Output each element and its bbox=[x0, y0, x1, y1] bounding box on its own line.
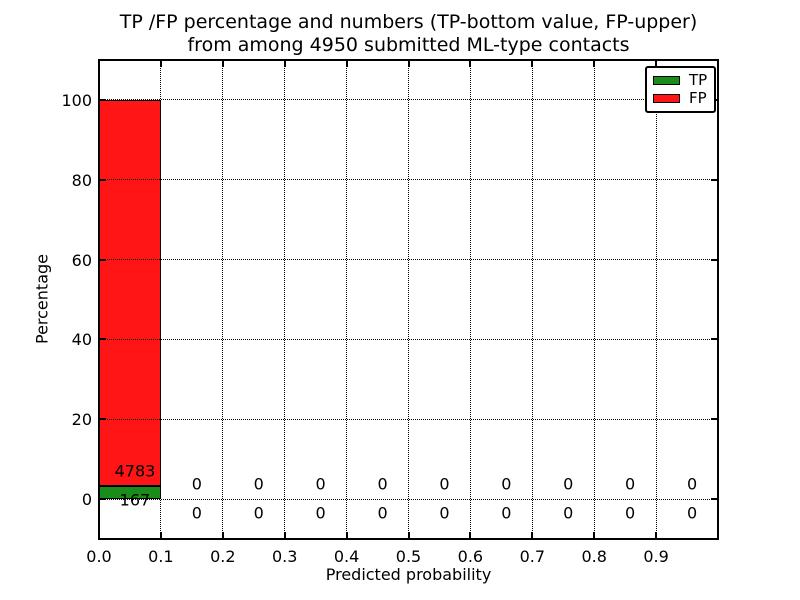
gridline-vertical bbox=[408, 60, 409, 539]
y-tick-left bbox=[100, 258, 106, 261]
tp-count-label: 0 bbox=[686, 503, 698, 523]
fp-count-label: 0 bbox=[563, 474, 574, 494]
fp-count-label: 0 bbox=[253, 474, 264, 494]
tp-legend-swatch bbox=[653, 76, 680, 85]
x-tick-bottom bbox=[345, 532, 348, 538]
fp-bar bbox=[99, 99, 161, 486]
x-tick-label: 0.2 bbox=[210, 547, 236, 566]
gridline-vertical bbox=[346, 60, 348, 539]
y-tick-left bbox=[100, 338, 106, 341]
tp-count-label: 0 bbox=[315, 503, 326, 523]
fp-count-label: 0 bbox=[501, 474, 512, 494]
x-tick-bottom bbox=[283, 532, 286, 538]
x-tick-bottom bbox=[593, 532, 596, 538]
tp-count-label: 0 bbox=[563, 503, 574, 523]
legend-item-tp: TP bbox=[653, 73, 708, 88]
tp-count-label: 0 bbox=[191, 503, 202, 523]
x-tick-bottom bbox=[407, 532, 410, 538]
fp-count-label: 0 bbox=[439, 474, 450, 494]
y-tick-label: 80 bbox=[71, 170, 92, 190]
tp-count-label: 0 bbox=[625, 503, 636, 523]
x-tick-label: 0.9 bbox=[643, 547, 669, 566]
x-tick-bottom bbox=[531, 532, 534, 538]
tp-count-label: 0 bbox=[439, 503, 450, 523]
x-tick-label: 0.8 bbox=[581, 547, 607, 566]
y-tick-label: 100 bbox=[61, 90, 92, 110]
y-tick-label: 0 bbox=[81, 490, 92, 510]
y-tick-right bbox=[711, 178, 717, 181]
x-tick-label: 0.6 bbox=[457, 547, 484, 566]
tp-count-label: 0 bbox=[253, 503, 264, 523]
y-tick-right bbox=[711, 338, 717, 341]
gridline-vertical bbox=[222, 60, 224, 539]
x-tick-top bbox=[469, 61, 472, 67]
x-tick-label: 0.0 bbox=[86, 547, 112, 566]
y-tick-label: 20 bbox=[71, 410, 92, 430]
x-tick-bottom bbox=[221, 532, 224, 538]
y-axis-label: Percentage bbox=[32, 253, 52, 345]
fp-count-label: 0 bbox=[686, 474, 698, 494]
x-tick-top bbox=[221, 61, 224, 67]
gridline-vertical bbox=[531, 60, 533, 539]
x-tick-top bbox=[159, 61, 162, 67]
gridline-vertical bbox=[284, 60, 286, 539]
tp-count-label: 0 bbox=[501, 503, 512, 523]
x-tick-top bbox=[98, 61, 100, 67]
x-tick-top bbox=[655, 61, 658, 67]
gridline-vertical bbox=[160, 60, 162, 539]
y-tick-right bbox=[711, 418, 717, 421]
y-tick-left bbox=[100, 498, 106, 501]
gridline-vertical bbox=[469, 60, 471, 539]
chart-title: TP /FP percentage and numbers (TP-bottom… bbox=[99, 11, 718, 56]
fp-count-label: 0 bbox=[315, 474, 326, 494]
chart-title-line2: from among 4950 submitted ML-type contac… bbox=[187, 33, 630, 56]
x-tick-top bbox=[345, 61, 348, 67]
x-tick-top bbox=[531, 61, 534, 67]
x-tick-label: 0.1 bbox=[148, 547, 174, 566]
y-tick-right bbox=[711, 258, 717, 261]
legend-item-fp: FP bbox=[653, 91, 708, 106]
y-tick-left bbox=[100, 98, 106, 101]
tp-count-label: 167 bbox=[119, 490, 151, 510]
x-tick-bottom bbox=[98, 532, 100, 538]
chart-title-line1: TP /FP percentage and numbers (TP-bottom… bbox=[119, 11, 698, 33]
x-axis-label: Predicted probability bbox=[325, 565, 492, 584]
fp-legend-swatch bbox=[653, 94, 680, 103]
x-tick-label: 0.3 bbox=[271, 547, 298, 566]
y-tick-left bbox=[100, 418, 106, 421]
x-tick-bottom bbox=[469, 532, 472, 538]
x-tick-label: 0.5 bbox=[395, 547, 422, 566]
gridline-vertical bbox=[593, 60, 595, 539]
x-tick-top bbox=[283, 61, 286, 67]
fp-count-label: 0 bbox=[191, 474, 202, 494]
x-tick-label: 0.4 bbox=[333, 547, 360, 566]
x-tick-top bbox=[593, 61, 596, 67]
tp-legend-label: TP bbox=[689, 71, 708, 89]
y-tick-label: 60 bbox=[71, 250, 92, 270]
x-tick-label: 0.7 bbox=[519, 547, 546, 566]
fp-legend-label: FP bbox=[689, 89, 707, 107]
fp-count-label: 0 bbox=[377, 474, 388, 494]
tp-count-label: 0 bbox=[377, 503, 388, 523]
fp-count-label: 4783 bbox=[114, 461, 156, 481]
x-tick-bottom bbox=[159, 532, 162, 538]
y-tick-left bbox=[100, 178, 106, 181]
fp-count-label: 0 bbox=[625, 474, 636, 494]
x-tick-bottom bbox=[655, 532, 658, 538]
y-tick-right bbox=[711, 498, 717, 501]
gridline-vertical bbox=[655, 60, 657, 539]
y-tick-label: 40 bbox=[71, 330, 92, 350]
x-tick-top bbox=[407, 61, 410, 67]
legend: TP FP bbox=[645, 66, 716, 113]
